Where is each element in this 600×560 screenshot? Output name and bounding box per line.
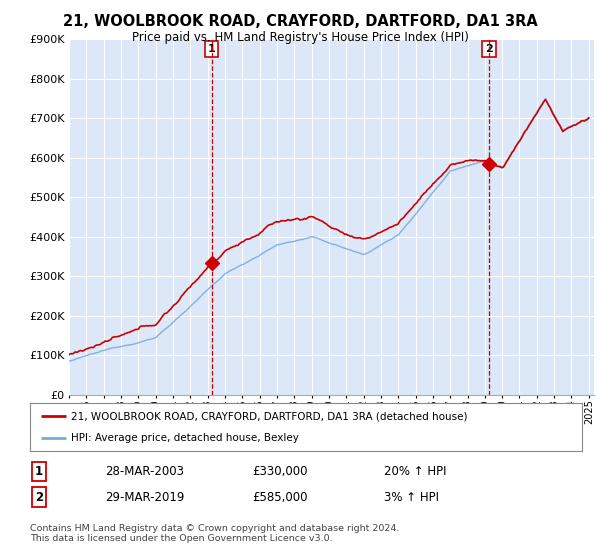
Text: Contains HM Land Registry data © Crown copyright and database right 2024.
This d: Contains HM Land Registry data © Crown c…	[30, 524, 400, 543]
Text: 21, WOOLBROOK ROAD, CRAYFORD, DARTFORD, DA1 3RA: 21, WOOLBROOK ROAD, CRAYFORD, DARTFORD, …	[62, 14, 538, 29]
Text: 3% ↑ HPI: 3% ↑ HPI	[384, 491, 439, 504]
Text: 20% ↑ HPI: 20% ↑ HPI	[384, 465, 446, 478]
Text: 1: 1	[35, 465, 43, 478]
Text: 21, WOOLBROOK ROAD, CRAYFORD, DARTFORD, DA1 3RA (detached house): 21, WOOLBROOK ROAD, CRAYFORD, DARTFORD, …	[71, 411, 468, 421]
Text: 1: 1	[208, 44, 215, 54]
Text: 2: 2	[485, 44, 493, 54]
Text: HPI: Average price, detached house, Bexley: HPI: Average price, detached house, Bexl…	[71, 433, 299, 443]
Text: 28-MAR-2003: 28-MAR-2003	[105, 465, 184, 478]
Text: Price paid vs. HM Land Registry's House Price Index (HPI): Price paid vs. HM Land Registry's House …	[131, 31, 469, 44]
Text: £330,000: £330,000	[252, 465, 308, 478]
Text: £585,000: £585,000	[252, 491, 308, 504]
Text: 29-MAR-2019: 29-MAR-2019	[105, 491, 184, 504]
Text: 2: 2	[35, 491, 43, 504]
